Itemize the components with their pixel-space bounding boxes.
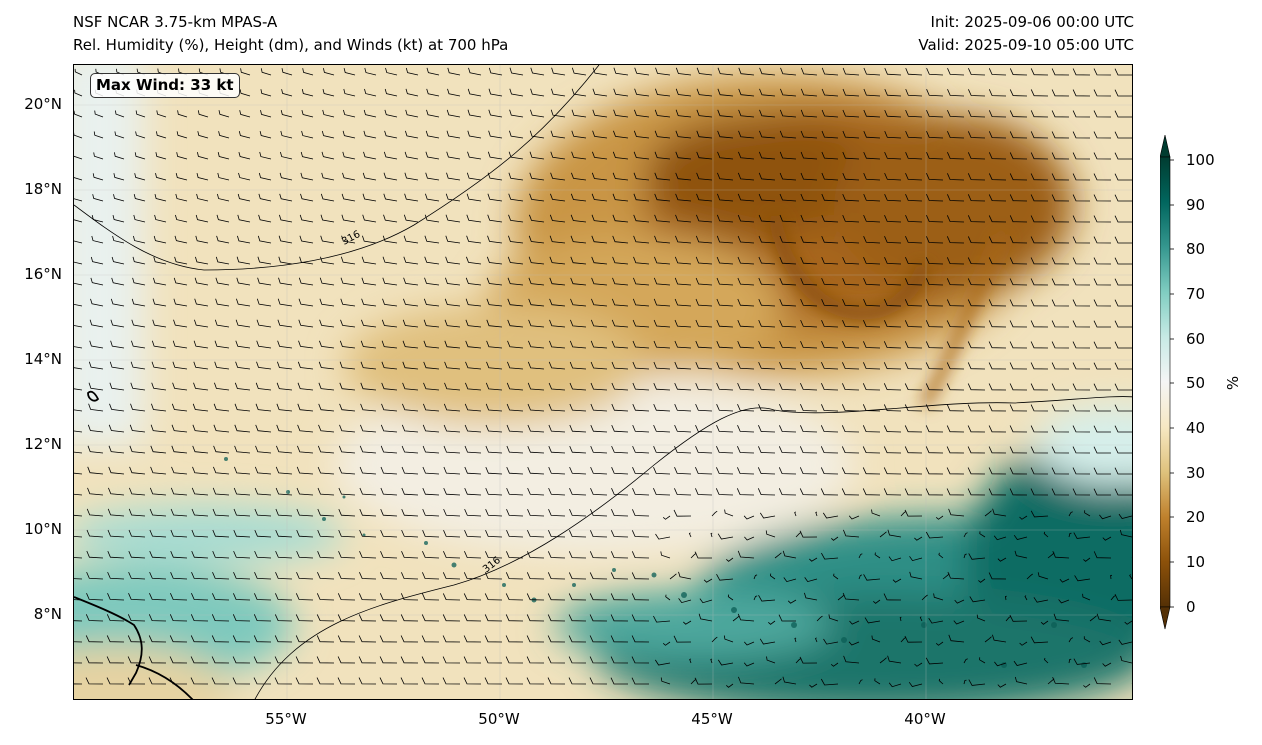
graticule: [74, 65, 1132, 699]
wind-barbs: [74, 67, 1132, 688]
lat-label-18n: 18°N: [24, 180, 62, 198]
dry-line-feature: [767, 213, 1009, 408]
lat-label-20n: 20°N: [24, 95, 62, 113]
lat-label-16n: 16°N: [24, 265, 62, 283]
humidity-map: 316 316: [74, 65, 1132, 699]
island-outline: [87, 390, 100, 402]
map-panel: 316 316 Max Wind: 33 kt: [73, 64, 1133, 700]
valid-time: Valid: 2025-09-10 05:00 UTC: [918, 36, 1134, 54]
cb-tick-20: 20: [1186, 508, 1206, 526]
wind-barb-paths: [74, 67, 1132, 688]
moist-speckles: [224, 457, 1087, 668]
height-contour-north: [74, 65, 600, 271]
lat-label-12n: 12°N: [24, 435, 62, 453]
colorbar-scale: [1160, 156, 1171, 608]
cb-tick-60: 60: [1186, 330, 1206, 348]
cb-tick-90: 90: [1186, 196, 1206, 214]
colorbar-unit: %: [1224, 375, 1243, 391]
colorbar: [1160, 135, 1174, 630]
init-time: Init: 2025-09-06 00:00 UTC: [930, 13, 1134, 31]
colorbar-ticks: [1170, 159, 1174, 608]
colorbar-top-extend: [1160, 135, 1171, 158]
lon-label-55w: 55°W: [265, 710, 307, 728]
colorbar-bottom-extend: [1160, 606, 1171, 630]
lat-label-10n: 10°N: [24, 520, 62, 538]
cb-tick-40: 40: [1186, 419, 1206, 437]
max-wind-badge: Max Wind: 33 kt: [90, 73, 240, 98]
cb-tick-80: 80: [1186, 240, 1206, 258]
lon-label-50w: 50°W: [478, 710, 520, 728]
cb-tick-0: 0: [1186, 598, 1196, 616]
lat-label-14n: 14°N: [24, 350, 62, 368]
field-title: Rel. Humidity (%), Height (dm), and Wind…: [73, 36, 509, 54]
cb-tick-10: 10: [1186, 553, 1206, 571]
lon-label-40w: 40°W: [904, 710, 946, 728]
lon-label-45w: 45°W: [691, 710, 733, 728]
cb-tick-30: 30: [1186, 464, 1206, 482]
cb-tick-50: 50: [1186, 374, 1206, 392]
coastline-guyana: [135, 664, 194, 699]
coastline-south-america: [74, 596, 143, 686]
height-contour-south: [254, 396, 1132, 699]
humidity-field: [74, 65, 1132, 699]
lat-label-8n: 8°N: [33, 605, 62, 623]
cb-tick-100: 100: [1186, 151, 1215, 169]
cb-tick-70: 70: [1186, 285, 1206, 303]
model-title: NSF NCAR 3.75-km MPAS-A: [73, 13, 278, 31]
